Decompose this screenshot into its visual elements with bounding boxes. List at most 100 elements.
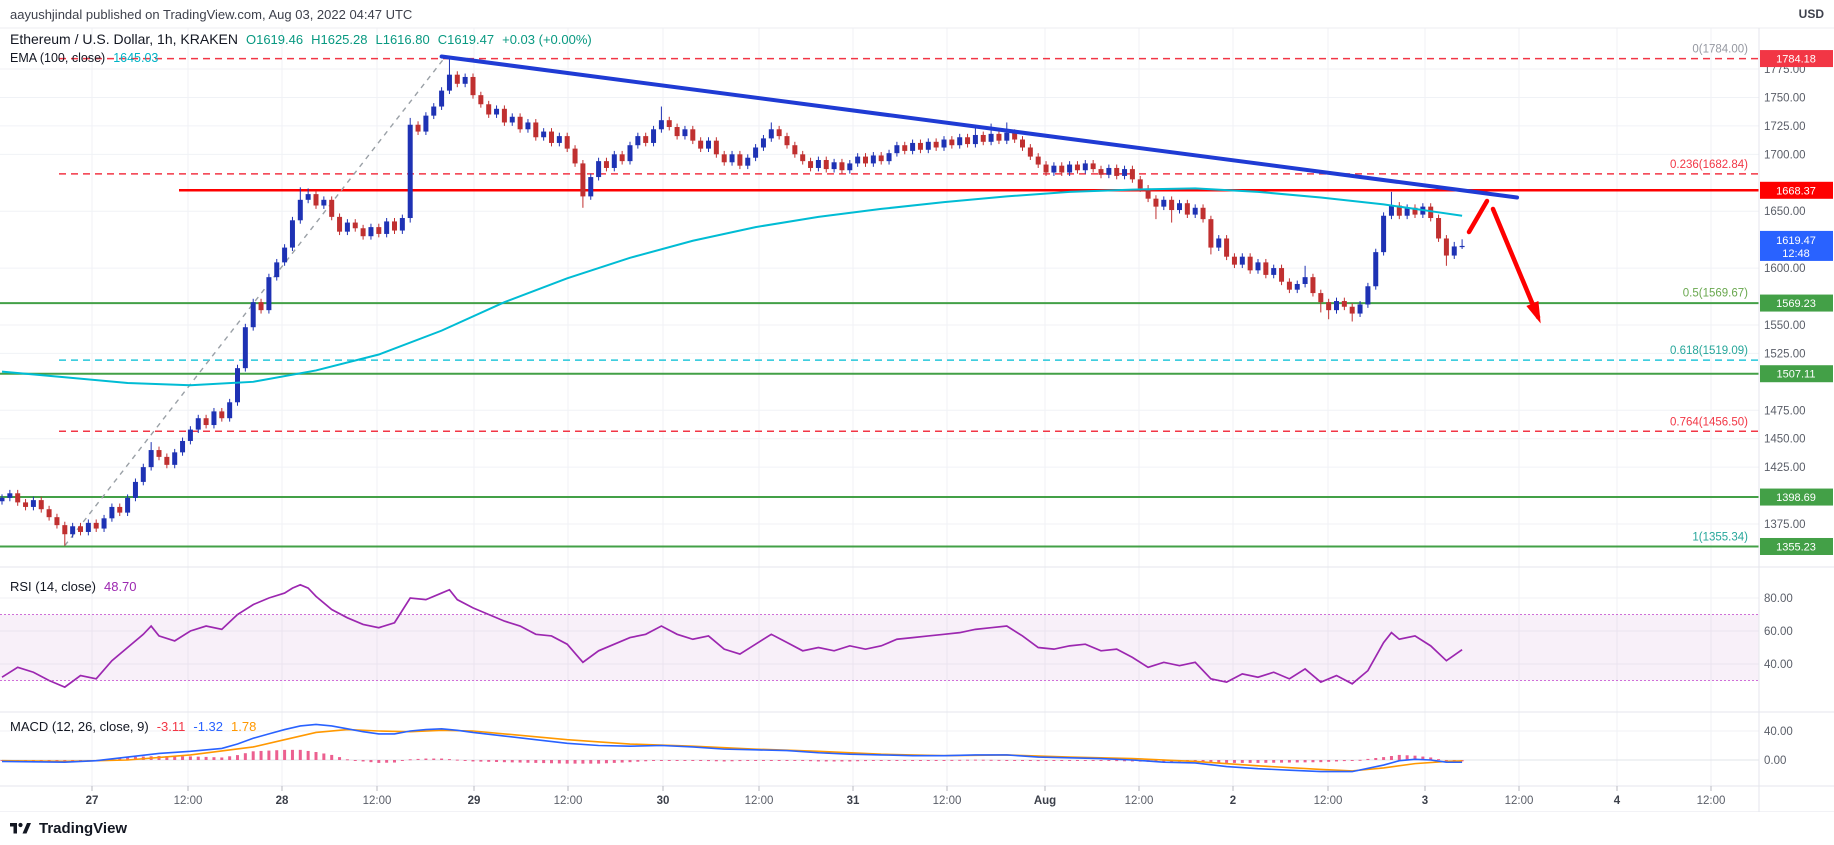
time-tick-label: 31 [847, 795, 860, 807]
symbol-title[interactable]: Ethereum / U.S. Dollar, 1h, KRAKEN [10, 31, 238, 47]
macd-hist-bar [400, 760, 404, 761]
time-tick-label: 12:00 [1697, 795, 1726, 807]
candle-body [1459, 245, 1465, 248]
macd-hist-bar [1091, 760, 1095, 761]
price-tag [1760, 537, 1833, 555]
candle-body [1436, 218, 1442, 239]
time-tick-label: 2 [1230, 795, 1236, 807]
macd-hist-bar [620, 760, 624, 763]
candle-body [737, 154, 743, 166]
candle-body [1161, 199, 1167, 207]
macd-hist-bar [699, 760, 703, 761]
macd-hist-bar [345, 759, 349, 761]
time-axis[interactable] [0, 786, 1759, 812]
ohlc-low: L1616.80 [375, 32, 430, 47]
candle-body [525, 122, 531, 130]
candle-body [1106, 167, 1112, 175]
macd-legend: MACD (12, 26, close, 9) -3.11 -1.32 1.78 [10, 719, 256, 734]
macd-hist-bar [542, 760, 546, 764]
macd-hist-bar [416, 758, 420, 760]
time-tick-label: 12:00 [933, 795, 962, 807]
macd-hist-bar [918, 760, 922, 761]
red-arrow [1466, 198, 1490, 235]
macd-hist-bar [1342, 760, 1346, 762]
candle-body [109, 506, 115, 519]
candle-body [164, 456, 170, 465]
rsi-tick-label: 60.00 [1764, 626, 1793, 638]
candle-body [863, 156, 868, 164]
price-tick-label: 1750.00 [1764, 92, 1806, 104]
candle-body [242, 327, 248, 369]
macd-hist-bar [322, 753, 326, 760]
candle-body [1059, 165, 1065, 173]
time-tick-label: 4 [1614, 795, 1621, 807]
price-axis-currency: USD [1798, 7, 1824, 21]
time-tick-label: 3 [1422, 795, 1428, 807]
price-tag [1760, 181, 1833, 199]
candle-body [643, 136, 649, 143]
macd-hist-bar [573, 760, 577, 764]
time-tick-label: 12:00 [1505, 795, 1534, 807]
price-axis[interactable] [1759, 28, 1834, 812]
macd-hist-bar [801, 760, 805, 761]
rsi-label[interactable]: RSI (14, close) [10, 579, 96, 594]
candle-body [1192, 207, 1198, 215]
macd-hist-bar [1123, 760, 1127, 762]
macd-label[interactable]: MACD (12, 26, close, 9) [10, 719, 149, 734]
candle-body [1067, 164, 1073, 173]
price-tick-label: 1650.00 [1764, 206, 1806, 218]
candle-body [1004, 132, 1010, 141]
macd-hist-bar [1107, 760, 1111, 761]
candle-body [132, 481, 138, 498]
ohlc-close: C1619.47 [437, 32, 495, 47]
candle-body [195, 418, 201, 430]
ema-label[interactable]: EMA (100, close) [10, 51, 106, 65]
candle-body [690, 129, 696, 141]
candle-body [1012, 132, 1018, 140]
candle-body [329, 199, 335, 217]
candle-body [1255, 262, 1261, 271]
candle-body [815, 160, 821, 168]
candle-body [596, 161, 602, 178]
candles-layer [0, 58, 1465, 546]
macd-hist-bar [1044, 760, 1048, 761]
macd-hist-bar [911, 760, 915, 761]
candle-body [219, 411, 225, 419]
macd-value-3: 1.78 [231, 719, 257, 734]
macd-hist-bar [730, 760, 734, 762]
tradingview-brand[interactable]: TradingView [39, 820, 128, 837]
macd-hist-bar [447, 759, 451, 761]
macd-hist-bar [761, 760, 765, 761]
candle-body [7, 493, 13, 498]
macd-hist-bar [1021, 760, 1024, 761]
candle-body [30, 500, 36, 507]
candle-body [996, 133, 1002, 141]
macd-hist-bar [510, 760, 514, 763]
macd-hist-bar [628, 760, 632, 763]
candle-body [15, 493, 21, 503]
macd-hist-bar [887, 760, 891, 761]
candle-body [1239, 256, 1245, 265]
macd-hist-bar [840, 760, 844, 762]
price-tag [1760, 488, 1833, 506]
ema-line [1, 187, 1463, 387]
macd-hist-bar [636, 760, 640, 762]
fib-0618-line-label: 0.618(1519.09) [1670, 345, 1748, 357]
candle-body [957, 137, 963, 146]
macd-hist-bar [1280, 760, 1284, 763]
macd-hist-bar [283, 749, 287, 760]
candle-body [1184, 203, 1190, 215]
tradingview-logo-icon[interactable] [10, 821, 32, 836]
candle-body [972, 134, 978, 145]
price-tag-countdown: 12:48 [1782, 248, 1810, 260]
candle-body [980, 134, 986, 142]
macd-value-2: -1.32 [193, 719, 224, 734]
macd-hist-bar [1099, 760, 1103, 761]
macd-hist-bar [746, 760, 750, 761]
candle-body [1027, 147, 1033, 157]
macd-hist-bar [495, 760, 499, 762]
candle-body [949, 139, 955, 146]
candle-body [1349, 306, 1355, 314]
